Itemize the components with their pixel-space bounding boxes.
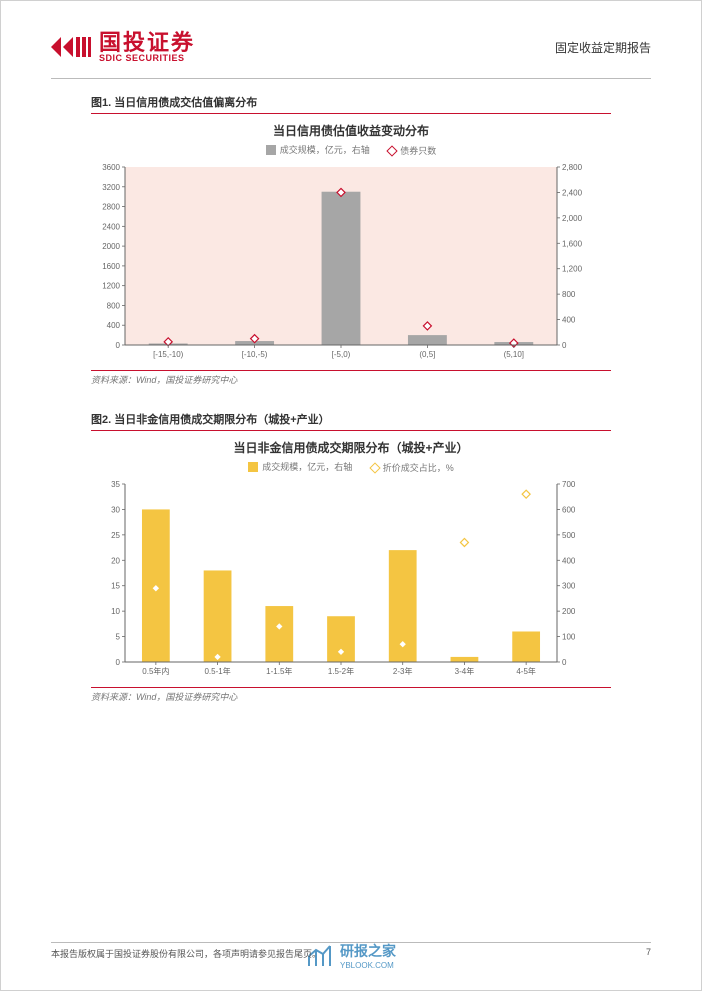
- svg-text:2,000: 2,000: [562, 214, 583, 223]
- svg-text:0: 0: [562, 658, 567, 667]
- svg-text:5: 5: [116, 633, 121, 642]
- svg-text:0: 0: [116, 658, 121, 667]
- company-logo: 国投证券 SDIC SECURITIES: [51, 31, 195, 63]
- svg-text:1200: 1200: [102, 282, 120, 291]
- legend-bar-2-text: 成交规模，亿元，右轴: [262, 460, 352, 473]
- svg-text:[-10,-5): [-10,-5): [242, 350, 268, 359]
- chart-1-legend: 成交规模，亿元，右轴 债券只数: [91, 143, 611, 157]
- svg-text:1600: 1600: [102, 262, 120, 271]
- chart-1-title: 当日信用债估值收益变动分布: [91, 122, 611, 139]
- svg-text:[-15,-10): [-15,-10): [153, 350, 184, 359]
- svg-text:3200: 3200: [102, 183, 120, 192]
- svg-text:800: 800: [107, 301, 121, 310]
- svg-text:700: 700: [562, 480, 576, 489]
- legend-marker-1-text: 债券只数: [400, 144, 436, 157]
- report-type: 固定收益定期报告: [555, 39, 651, 56]
- svg-text:400: 400: [107, 321, 121, 330]
- svg-text:4-5年: 4-5年: [516, 666, 536, 676]
- svg-text:2400: 2400: [102, 222, 120, 231]
- svg-text:200: 200: [562, 607, 576, 616]
- figure-1: 图1. 当日信用债成交估值偏离分布 当日信用债估值收益变动分布 成交规模，亿元，…: [91, 94, 611, 386]
- svg-text:2,800: 2,800: [562, 163, 583, 172]
- svg-text:0: 0: [562, 341, 567, 350]
- svg-text:[-5,0): [-5,0): [332, 350, 351, 359]
- svg-text:500: 500: [562, 531, 576, 540]
- svg-text:0.5年内: 0.5年内: [142, 666, 169, 676]
- legend-bar-1-text: 成交规模，亿元，右轴: [280, 143, 370, 156]
- page-content: 图1. 当日信用债成交估值偏离分布 当日信用债估值收益变动分布 成交规模，亿元，…: [1, 79, 701, 703]
- svg-text:600: 600: [562, 505, 576, 514]
- svg-text:2000: 2000: [102, 242, 120, 251]
- svg-text:15: 15: [111, 582, 120, 591]
- svg-text:10: 10: [111, 607, 120, 616]
- chart-2-legend: 成交规模，亿元，右轴 折价成交占比，%: [91, 460, 611, 474]
- svg-text:(0,5]: (0,5]: [419, 350, 435, 359]
- legend-bar-2: 成交规模，亿元，右轴: [248, 460, 352, 473]
- svg-text:20: 20: [111, 556, 120, 565]
- svg-text:1,600: 1,600: [562, 239, 583, 248]
- figure-1-label: 图1. 当日信用债成交估值偏离分布: [91, 94, 611, 114]
- svg-text:1.5-2年: 1.5-2年: [328, 666, 354, 676]
- svg-text:(5,10]: (5,10]: [504, 350, 524, 359]
- chart-2-plot: 0 5 10 15 20 25 30 35 0 100 200 300 400 500 600 700 0.5年…: [91, 480, 611, 685]
- svg-text:25: 25: [111, 531, 120, 540]
- page-footer: 本报告版权属于国投证券股份有限公司，各项声明请参见报告尾页。 7: [51, 942, 651, 960]
- legend-marker-1: 债券只数: [388, 144, 436, 157]
- logo-text-en: SDIC SECURITIES: [99, 54, 195, 63]
- svg-text:2-3年: 2-3年: [393, 666, 413, 676]
- svg-text:1,200: 1,200: [562, 265, 583, 274]
- svg-text:0.5-1年: 0.5-1年: [204, 666, 230, 676]
- watermark-url: YBLOOK.COM: [340, 961, 396, 970]
- figure-2-label: 图2. 当日非金信用债成交期限分布（城投+产业）: [91, 411, 611, 431]
- svg-text:30: 30: [111, 505, 120, 514]
- svg-text:3600: 3600: [102, 163, 120, 172]
- legend-bar-1: 成交规模，亿元，右轴: [266, 143, 370, 156]
- svg-text:800: 800: [562, 290, 576, 299]
- svg-text:100: 100: [562, 633, 576, 642]
- logo-icon: [51, 31, 91, 63]
- svg-text:1-1.5年: 1-1.5年: [266, 666, 292, 676]
- legend-marker-2: 折价成交占比，%: [371, 461, 454, 474]
- svg-text:400: 400: [562, 316, 576, 325]
- chart-2-source: 资料来源：Wind，国投证券研究中心: [91, 687, 611, 703]
- logo-text-cn: 国投证券: [99, 32, 195, 54]
- page-number: 7: [646, 947, 651, 960]
- svg-text:35: 35: [111, 480, 120, 489]
- svg-text:300: 300: [562, 582, 576, 591]
- svg-text:3-4年: 3-4年: [455, 666, 475, 676]
- chart-1-plot: 0 400 800 1200 1600 2000 2400 2800 3200 3600 0 400 8…: [91, 163, 611, 368]
- figure-2: 图2. 当日非金信用债成交期限分布（城投+产业） 当日非金信用债成交期限分布（城…: [91, 411, 611, 703]
- page-header: 国投证券 SDIC SECURITIES 固定收益定期报告: [1, 1, 701, 73]
- svg-text:400: 400: [562, 556, 576, 565]
- svg-text:2800: 2800: [102, 203, 120, 212]
- chart-1-source: 资料来源：Wind，国投证券研究中心: [91, 370, 611, 386]
- footer-copyright: 本报告版权属于国投证券股份有限公司，各项声明请参见报告尾页。: [51, 947, 321, 960]
- svg-text:0: 0: [116, 341, 121, 350]
- svg-text:2,400: 2,400: [562, 188, 583, 197]
- legend-marker-2-text: 折价成交占比，%: [383, 461, 454, 474]
- chart-2-title: 当日非金信用债成交期限分布（城投+产业）: [91, 439, 611, 456]
